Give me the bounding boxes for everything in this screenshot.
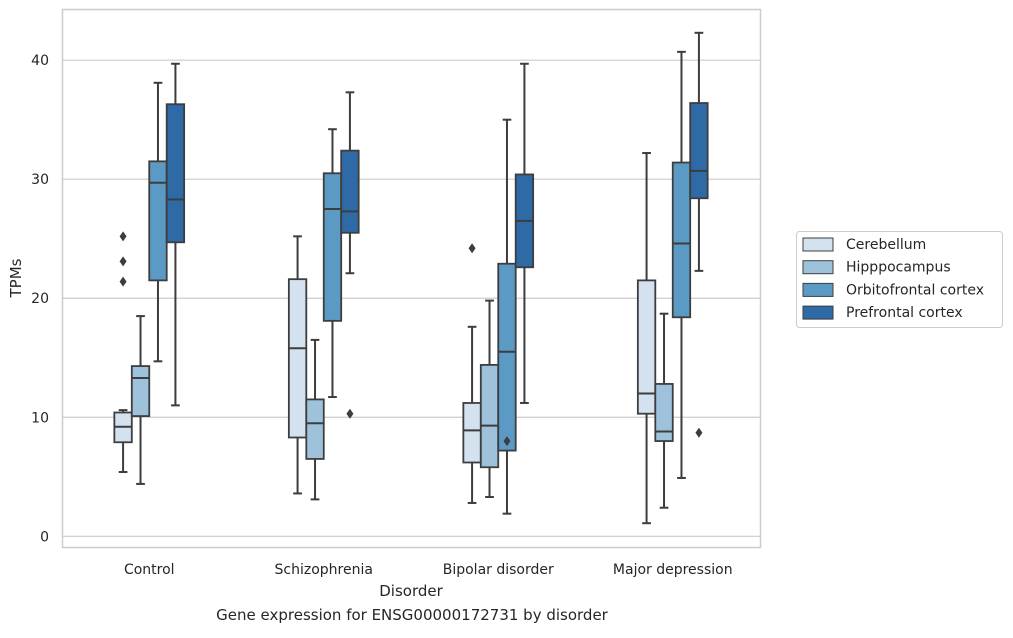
box-1-3 [654,312,674,509]
box-1-1 [305,338,325,501]
box-body [497,262,517,452]
y-axis-label: TPMs [7,258,25,298]
legend-swatch [802,237,834,252]
x-tick-label: Schizophrenia [275,562,373,578]
outlier-point [119,256,127,267]
y-tick-label: 30 [31,172,49,188]
y-tick-label: 20 [31,291,49,307]
legend-frame [796,231,1003,328]
y-tick-label: 10 [31,410,49,426]
x-tick-label: Bipolar disorder [443,562,554,578]
legend-swatch [802,260,834,275]
box-body [671,161,692,319]
box-body [654,383,674,442]
box-body [165,103,186,244]
y-tick-label: 0 [40,529,49,545]
box-body [130,365,151,417]
box-body [305,398,325,460]
axes: 0 10 20 30 40 Control Schizophrenia Bipolar dis… [31,53,732,578]
box-1-0 [130,315,151,485]
y-tick-label: 40 [31,53,49,69]
legend-label: Cerebellum [846,237,926,253]
box-body [636,279,657,415]
legend-label: Prefrontal cortex [846,305,963,321]
x-tick-label: Control [124,562,175,578]
legend-swatch [802,305,834,320]
box-3-1 [340,91,360,419]
box-3-0 [165,62,186,407]
outlier-point [503,436,511,447]
box-0-3 [636,152,657,525]
box-0-1 [287,235,308,495]
box-body [689,102,709,200]
legend-label: Orbitofrontal cortex [846,282,984,298]
x-tick-label: Major depression [613,562,733,578]
legend: Cerebellum Hipppocampus Orbitofrontal cort… [796,231,1003,328]
box-2-1 [322,128,343,399]
box-2-2 [497,118,517,515]
box-0-2 [462,243,482,504]
outlier-point [346,408,354,419]
legend-swatch [802,282,834,297]
outlier-point [468,243,476,254]
boxes [113,31,709,525]
outlier-point [695,427,703,438]
legend-label: Hipppocampus [846,260,951,276]
box-body [148,160,168,282]
outlier-point [119,231,127,242]
box-1-2 [479,299,500,499]
box-body [479,363,500,469]
box-2-3 [671,50,692,479]
box-3-3 [689,31,709,438]
outlier-point [119,276,127,287]
box-body [322,172,343,322]
box-body [340,149,360,234]
box-body [287,278,308,439]
x-axis-label: Disorder [379,582,443,600]
box-0-0 [113,231,133,474]
box-body [462,402,482,464]
chart-caption: Gene expression for ENSG00000172731 by d… [216,606,608,624]
box-3-2 [514,62,535,404]
plot-frame [61,8,762,549]
box-2-0 [148,81,168,363]
